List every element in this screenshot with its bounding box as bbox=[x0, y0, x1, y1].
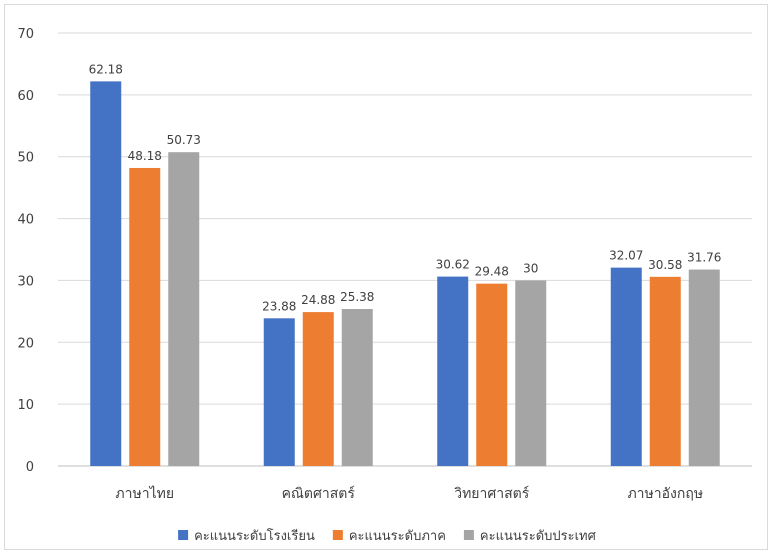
y-tick-label: 10 bbox=[17, 398, 34, 413]
data-label: 31.76 bbox=[687, 251, 721, 265]
legend-swatch bbox=[463, 530, 474, 540]
bar bbox=[476, 283, 508, 466]
bar bbox=[90, 81, 122, 466]
y-tick-label: 40 bbox=[17, 213, 34, 228]
data-label: 23.88 bbox=[262, 299, 296, 313]
data-label: 30.62 bbox=[436, 258, 470, 272]
data-label: 30.58 bbox=[648, 258, 682, 272]
bar bbox=[302, 312, 334, 466]
y-tick-label: 60 bbox=[17, 89, 34, 104]
bar bbox=[688, 269, 720, 466]
data-label: 62.18 bbox=[89, 62, 123, 76]
legend-label: คะแนนระดับโรงเรียน bbox=[194, 528, 315, 544]
data-label: 48.18 bbox=[128, 149, 162, 163]
y-tick-label: 30 bbox=[17, 274, 34, 289]
legend-label: คะแนนระดับภาค bbox=[349, 529, 446, 544]
data-label: 30 bbox=[523, 261, 538, 275]
bar bbox=[437, 276, 469, 466]
legend-swatch bbox=[332, 530, 343, 540]
y-tick-label: 50 bbox=[17, 151, 34, 166]
x-category-label: ภาษาไทย bbox=[115, 485, 174, 502]
data-label: 25.38 bbox=[340, 290, 374, 304]
y-tick-label: 20 bbox=[17, 336, 34, 351]
y-tick-label: 70 bbox=[17, 27, 34, 42]
data-label: 50.73 bbox=[167, 133, 201, 147]
x-category-label: ภาษาอังกฤษ bbox=[627, 486, 703, 502]
bar bbox=[129, 167, 161, 466]
x-category-label: วิทยาศาสตร์ bbox=[454, 485, 530, 502]
legend-swatch bbox=[178, 530, 189, 540]
bar bbox=[263, 318, 295, 466]
bar bbox=[515, 280, 547, 466]
y-tick-label: 0 bbox=[26, 460, 34, 475]
bar bbox=[168, 152, 200, 466]
data-label: 24.88 bbox=[301, 293, 335, 307]
bar bbox=[610, 267, 642, 466]
data-label: 29.48 bbox=[475, 265, 509, 279]
bar bbox=[649, 276, 681, 466]
data-label: 32.07 bbox=[609, 249, 643, 263]
bar bbox=[341, 309, 373, 466]
legend-label: คะแนนระดับประเทศ bbox=[480, 529, 597, 544]
x-category-label: คณิตศาสตร์ bbox=[282, 485, 356, 502]
